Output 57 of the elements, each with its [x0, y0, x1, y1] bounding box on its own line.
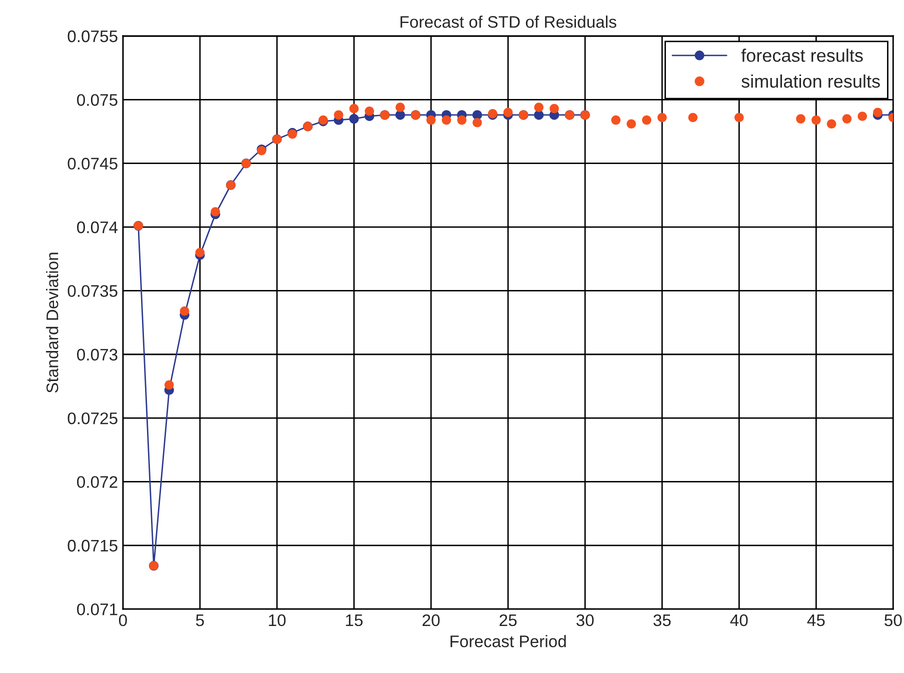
x-tick-label: 40	[730, 614, 748, 626]
point	[334, 110, 344, 120]
point	[826, 119, 836, 129]
point	[734, 112, 744, 122]
point	[210, 207, 220, 216]
y-tick-label: 0.075	[77, 94, 118, 106]
point	[657, 112, 667, 122]
x-tick-label: 50	[884, 614, 902, 626]
point	[858, 112, 867, 121]
chart-title: Forecast of STD of Residuals	[400, 16, 616, 28]
point	[395, 110, 406, 120]
x-tick-label: 20	[422, 614, 440, 626]
x-tick-label: 35	[653, 614, 671, 626]
point	[364, 106, 374, 116]
y-tick-label: 0.0735	[68, 285, 118, 297]
x-axis-title: Forecast Period	[450, 635, 566, 648]
point	[873, 108, 882, 118]
point	[349, 114, 359, 124]
y-tick-label: 0.072	[77, 476, 118, 488]
y-axis-title: Standard Deviation	[46, 252, 58, 393]
point	[842, 114, 852, 124]
y-tick-label: 0.071	[77, 603, 118, 616]
x-tick-label: 25	[500, 614, 517, 626]
x-tick-label: 5	[196, 614, 204, 626]
point	[642, 115, 652, 125]
point	[180, 306, 190, 316]
y-tick-label: 0.0755	[68, 30, 118, 42]
x-tick-label: 45	[807, 614, 825, 626]
point	[626, 119, 636, 129]
point	[688, 112, 698, 122]
x-tick-label: 10	[268, 614, 286, 626]
point	[534, 102, 544, 112]
point	[426, 115, 436, 125]
y-tick-label: 0.0715	[68, 540, 118, 552]
x-tick-label: 30	[576, 614, 594, 626]
point	[796, 114, 806, 124]
point	[503, 108, 513, 118]
x-tick-label: 15	[346, 614, 363, 626]
x-tick-label: 0	[118, 614, 127, 626]
point	[550, 104, 559, 114]
y-tick-label: 0.0725	[68, 412, 118, 424]
point	[472, 110, 482, 120]
point	[472, 118, 482, 128]
point	[349, 104, 359, 114]
point	[396, 102, 405, 112]
point	[442, 115, 452, 125]
point	[811, 115, 821, 125]
legend-label: simulation results	[742, 74, 880, 88]
point	[611, 115, 621, 125]
point	[534, 110, 544, 120]
point	[195, 248, 205, 258]
y-tick-label: 0.074	[77, 221, 118, 234]
legend-label: forecast results	[741, 48, 863, 62]
point	[164, 380, 174, 390]
y-tick-label: 0.0745	[68, 158, 118, 170]
point	[457, 115, 466, 125]
y-tick-label: 0.073	[77, 348, 118, 361]
